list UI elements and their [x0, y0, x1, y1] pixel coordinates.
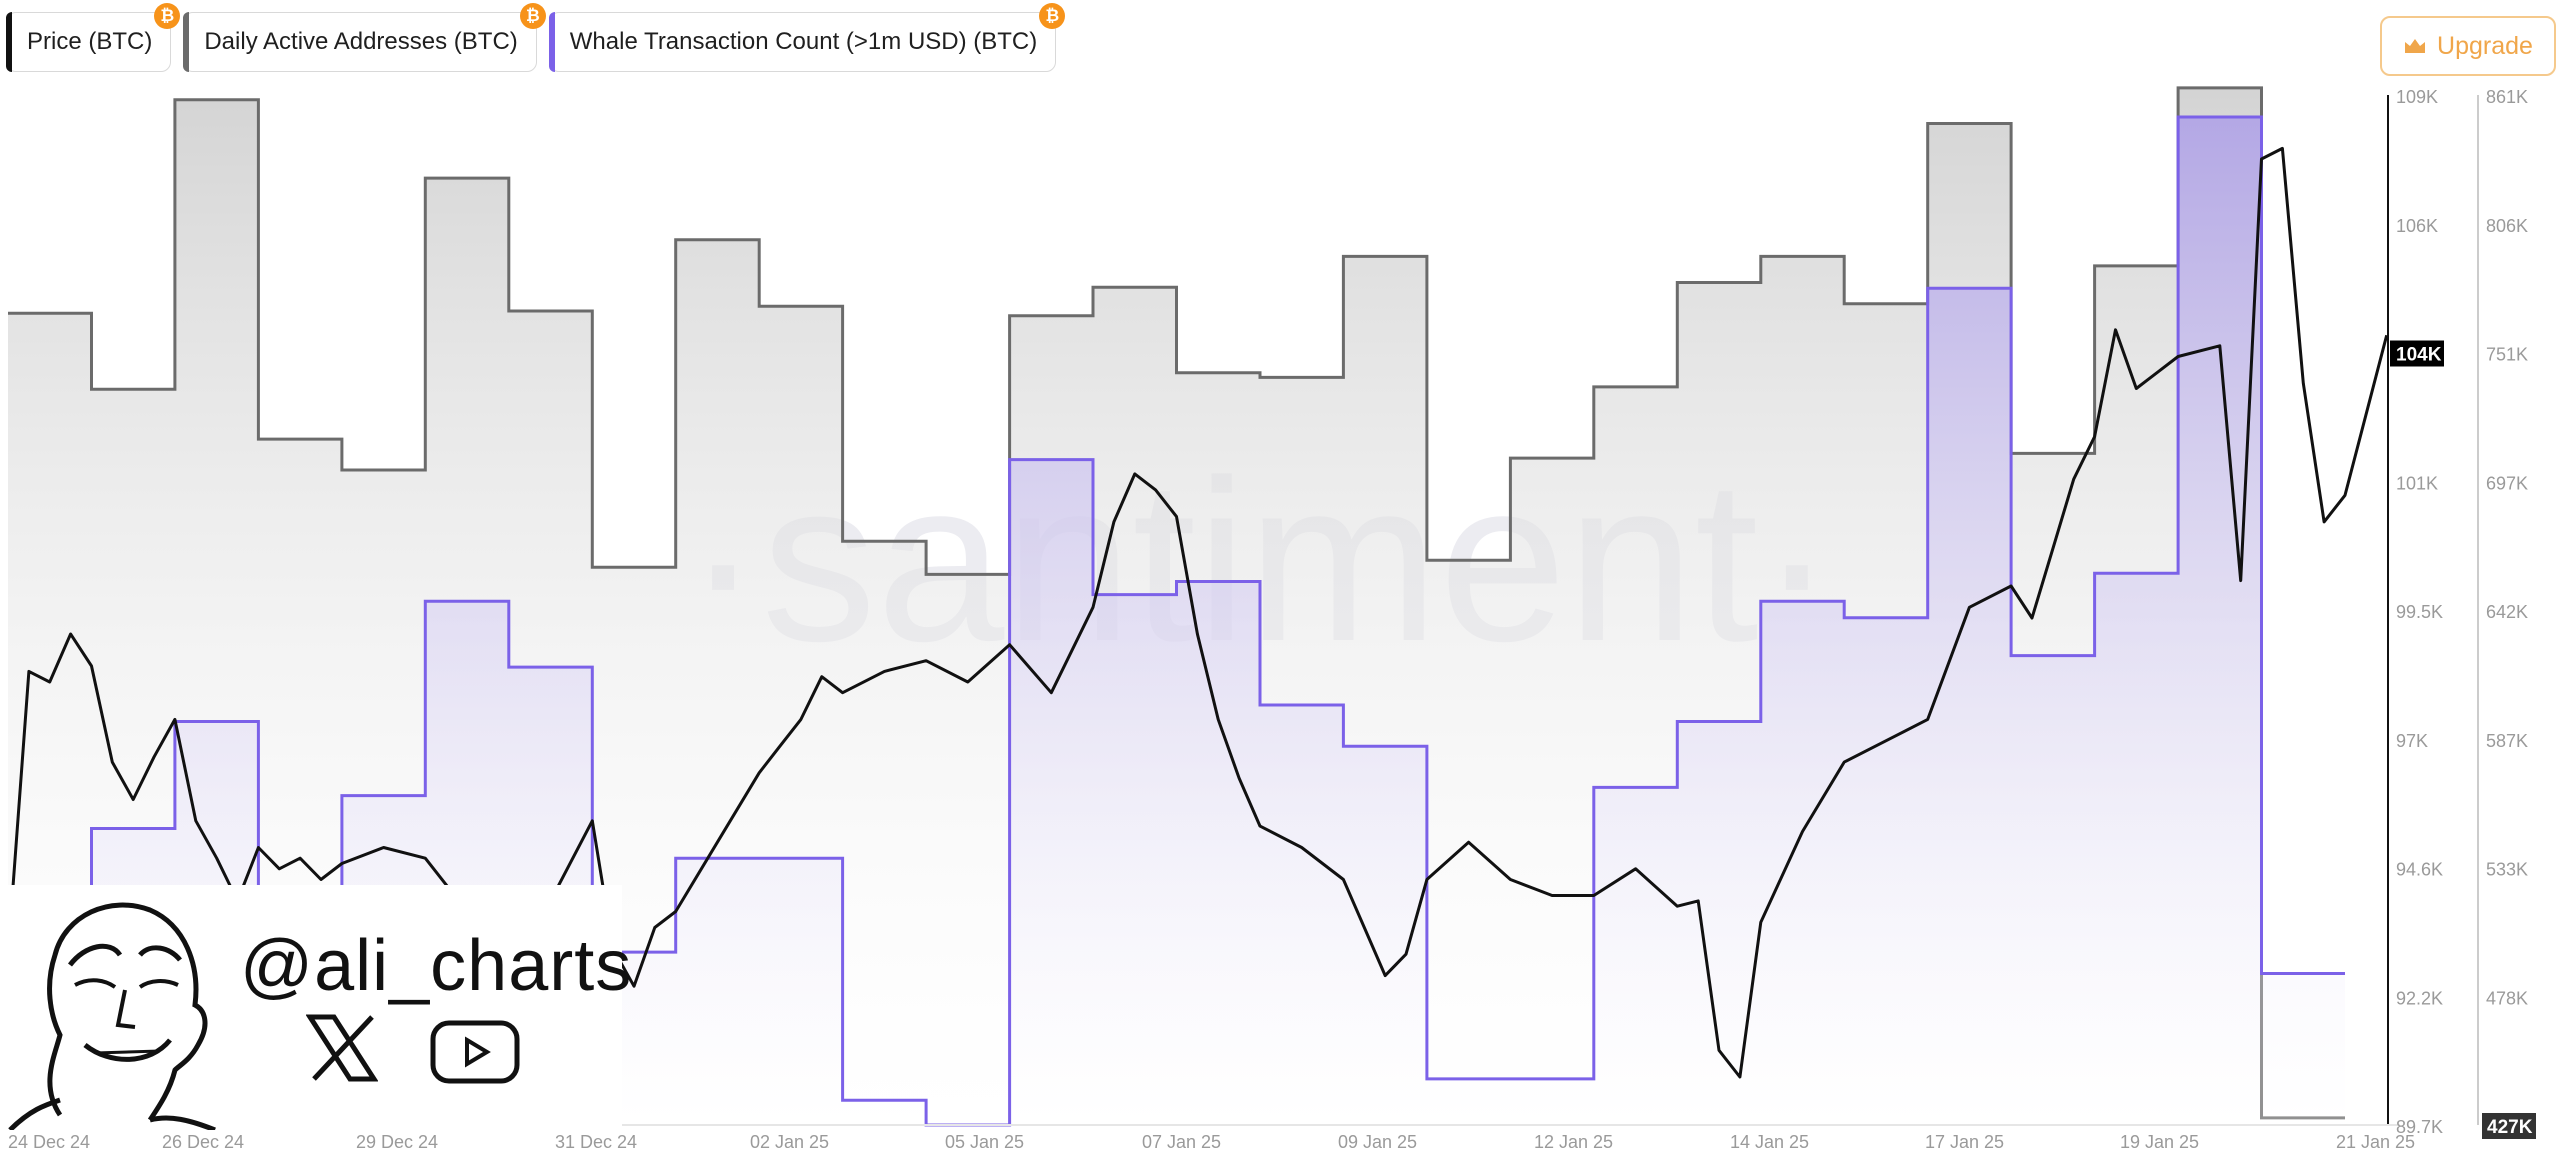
x-tick-label: 14 Jan 25: [1730, 1132, 1809, 1152]
daa-current-badge: [2482, 1113, 2536, 1139]
price-tick-label: 92.2K: [2396, 988, 2443, 1008]
whale-line: [8, 115, 2345, 1127]
price-tick-label: 89.7K: [2396, 1117, 2443, 1137]
x-tick-label: 07 Jan 25: [1142, 1132, 1221, 1152]
x-tick-label: 05 Jan 25: [945, 1132, 1024, 1152]
daa-tick-label: 697K: [2486, 473, 2528, 493]
daa-line: [8, 86, 2345, 1120]
x-tick-label: 21 Jan 25: [2336, 1132, 2415, 1152]
crown-icon: [2405, 39, 2426, 53]
branding-card: @ali_charts: [0, 885, 631, 1130]
price-tick-label: 101K: [2396, 473, 2438, 493]
price-tick-label: 94.6K: [2396, 860, 2443, 880]
x-tick-label: 12 Jan 25: [1534, 1132, 1613, 1152]
upgrade-label: Upgrade: [2437, 31, 2533, 60]
x-tick-label: 24 Dec 24: [8, 1132, 90, 1152]
legend-label: Daily Active Addresses (BTC): [204, 28, 518, 55]
bitcoin-badge-icon: ₿: [154, 3, 181, 29]
x-tick-label: 17 Jan 25: [1925, 1132, 2004, 1152]
daa-tick-label: 587K: [2486, 731, 2528, 751]
x-tick-label: 29 Dec 24: [356, 1132, 438, 1152]
x-tick-label: 26 Dec 24: [162, 1132, 244, 1152]
price-series-group: [6, 146, 2389, 1079]
legend-label: Whale Transaction Count (>1m USD) (BTC): [569, 28, 1038, 55]
daa-tick-label: 806K: [2486, 216, 2528, 236]
daa-tick-label: 533K: [2486, 860, 2528, 880]
x-logo-icon[interactable]: [306, 1013, 378, 1083]
x-tick-label: 31 Dec 24: [555, 1132, 637, 1152]
price-tick-label: 109K: [2396, 87, 2438, 107]
price-current-label: 104K: [2396, 345, 2442, 366]
x-tick-label: 09 Jan 25: [1338, 1132, 1417, 1152]
daa-current-label: 427K: [2487, 1117, 2533, 1138]
youtube-icon[interactable]: [430, 1020, 520, 1084]
price-current-badge: [2390, 340, 2444, 367]
bitcoin-badge-icon: ₿: [519, 3, 546, 29]
daa-tick-label: 478K: [2486, 988, 2528, 1008]
price-line: [6, 146, 2389, 1079]
legend: Price (BTC) ₿ Daily Active Addresses (BT…: [6, 3, 1066, 72]
author-handle: @ali_charts: [240, 926, 633, 1006]
legend-color-bar: [6, 12, 12, 72]
legend-item-daa[interactable]: Daily Active Addresses (BTC) ₿: [183, 3, 546, 72]
legend-label: Price (BTC): [27, 28, 153, 55]
legend-item-whale[interactable]: Whale Transaction Count (>1m USD) (BTC) …: [548, 3, 1066, 72]
whale-series-group: [8, 115, 2345, 1127]
price-tick-label: 99.5K: [2396, 602, 2443, 622]
daa-tick-label: 751K: [2486, 345, 2528, 365]
avatar-caricature: [8, 902, 216, 1130]
upgrade-button[interactable]: Upgrade: [2380, 16, 2556, 76]
price-tick-label: 106K: [2396, 216, 2438, 236]
x-tick-label: 02 Jan 25: [750, 1132, 829, 1152]
legend-color-bar: [183, 12, 190, 72]
daa-tick-label: 861K: [2486, 87, 2528, 107]
legend-item-price[interactable]: Price (BTC) ₿: [6, 3, 181, 72]
x-tick-label: 19 Jan 25: [2120, 1132, 2199, 1152]
price-tick-label: 97K: [2396, 731, 2428, 751]
daa-tick-label: 642K: [2486, 602, 2528, 622]
bitcoin-badge-icon: ₿: [1039, 3, 1066, 29]
axes-group: 109K 106K 104K 101K 99.5K 97K 94.6K 92.2K 89.7K 1…: [0, 87, 2536, 1152]
legend-color-bar: [548, 12, 555, 72]
